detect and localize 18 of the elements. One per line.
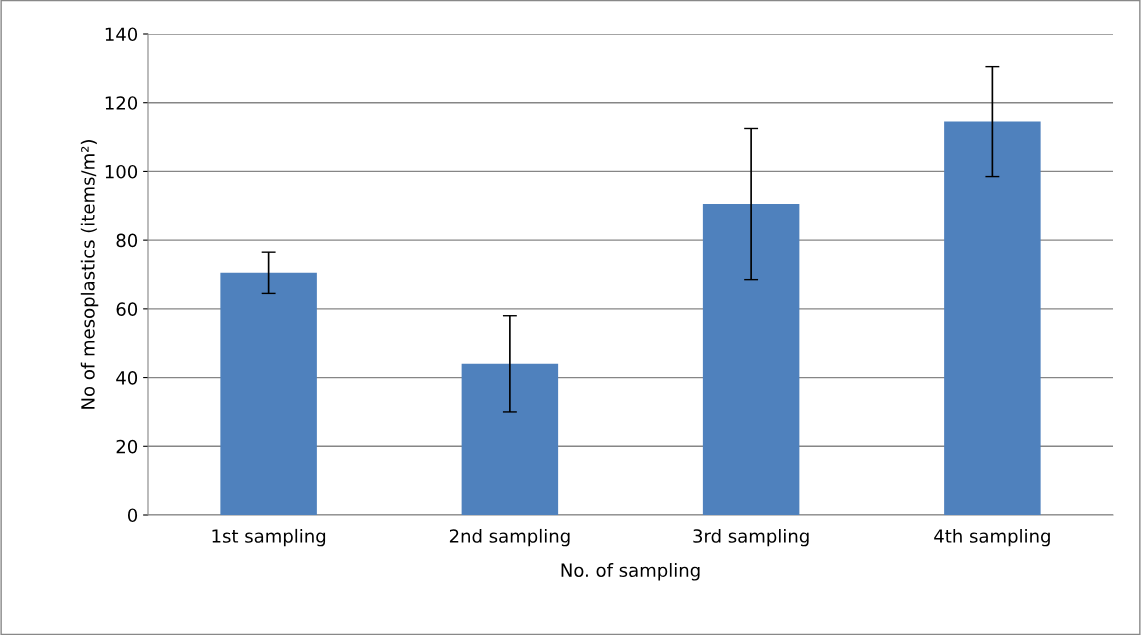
y-tick-label: 100 bbox=[105, 164, 138, 179]
x-tick-label: 3rd sampling bbox=[693, 528, 809, 547]
y-tick-label: 60 bbox=[116, 302, 138, 316]
y-tick-label: 140 bbox=[105, 27, 138, 42]
bar bbox=[702, 204, 800, 515]
y-tick-label: 120 bbox=[105, 96, 138, 110]
y-axis-title: No of mesoplastics (items/m²) bbox=[80, 140, 99, 409]
x-tick-label: 1st sampling bbox=[212, 528, 326, 547]
bar bbox=[944, 121, 1041, 515]
y-tick-label: 0 bbox=[127, 508, 138, 523]
y-tick-label: 80 bbox=[116, 233, 138, 248]
x-axis-title: No. of sampling bbox=[561, 563, 700, 581]
y-tick-label: 40 bbox=[116, 371, 138, 385]
x-tick-label: 4th sampling bbox=[934, 528, 1050, 547]
y-tick-label: 20 bbox=[116, 439, 138, 454]
x-tick-label: 2nd sampling bbox=[449, 528, 570, 547]
bar bbox=[461, 363, 559, 515]
bar bbox=[220, 272, 317, 515]
